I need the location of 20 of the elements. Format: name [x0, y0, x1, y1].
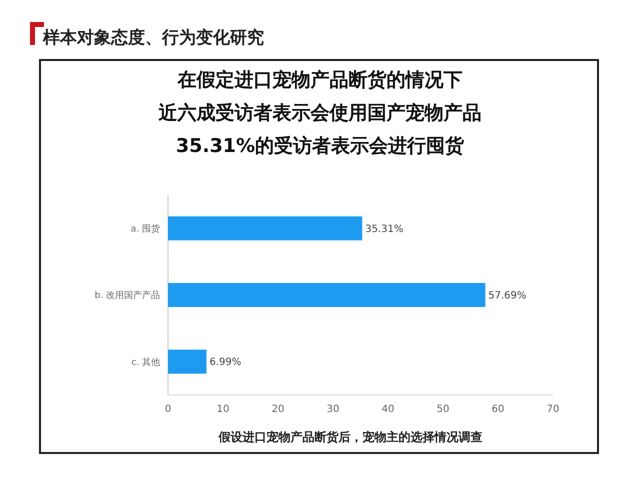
y-tick-label: a. 囤货	[130, 223, 160, 234]
y-tick-label: b. 改用国产产品	[94, 290, 160, 302]
x-tick-label: 70	[546, 404, 560, 415]
bar	[168, 283, 486, 307]
x-axis-title: 假设进口宠物产品断货后，宠物主的选择情况调查	[218, 430, 482, 444]
x-tick-label: 40	[382, 404, 394, 415]
data-label: 6.99%	[209, 357, 242, 368]
bar	[168, 350, 206, 374]
chart-subtitle: 在假定进口宠物产品断货的情况下近六成受访者表示会使用国产宠物产品35.31%的受访者表示会进行囤货	[158, 69, 482, 157]
x-tick-label: 10	[216, 404, 230, 415]
chart-title: 样本对象态度、行为变化研究	[42, 28, 264, 48]
x-tick-label: 30	[326, 404, 340, 415]
x-tick-label: 0	[164, 404, 172, 415]
data-label: 57.69%	[488, 290, 526, 302]
data-label: 35.31%	[365, 224, 404, 235]
x-tick-label: 60	[492, 404, 504, 415]
bar	[168, 216, 362, 240]
x-tick-label: 20	[272, 404, 284, 415]
y-tick-label: c. 其他	[131, 356, 160, 368]
x-tick-label: 50	[436, 404, 450, 415]
